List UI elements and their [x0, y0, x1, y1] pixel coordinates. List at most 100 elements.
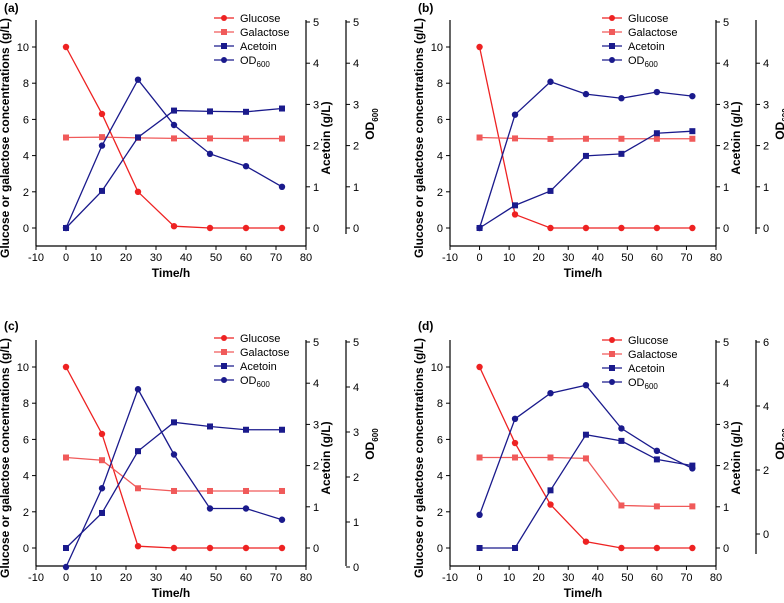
legend-entry: OD600	[240, 375, 270, 389]
legend-marker	[609, 15, 615, 21]
data-point-od600	[582, 382, 590, 389]
y-axis-title-od: OD600	[363, 108, 380, 140]
x-tick-label: 10	[90, 572, 102, 584]
acetoin-tick-label: 1	[313, 182, 319, 194]
data-point-od600	[476, 511, 483, 518]
legend-text: Acetoin	[240, 41, 277, 53]
data-point-galactose	[207, 135, 213, 142]
legend-text: Glucose	[628, 335, 668, 347]
acetoin-tick-label: 5	[723, 17, 729, 29]
legend-entry: Acetoin	[240, 361, 277, 373]
data-point-od600	[653, 88, 661, 96]
left-tick-label: 10	[17, 42, 29, 54]
legend-marker	[221, 57, 227, 63]
left-tick-label: 2	[23, 507, 29, 519]
left-tick-label: 10	[17, 362, 29, 374]
legend-marker	[609, 379, 615, 385]
od-title-sub: 600	[781, 428, 784, 442]
data-point-acetoin	[243, 426, 249, 433]
legend-entry: Galactose	[628, 27, 678, 39]
left-tick-label: 6	[23, 434, 29, 446]
x-tick-label: 50	[210, 572, 222, 584]
data-point-od600	[134, 76, 142, 83]
x-tick-label: 10	[90, 252, 102, 264]
data-point-galactose	[476, 454, 483, 461]
legend-entry: Galactose	[240, 347, 290, 359]
data-point-od600	[653, 447, 661, 454]
od-tick-label: 2	[763, 141, 769, 153]
data-point-galactose	[618, 502, 625, 509]
data-point-glucose	[170, 222, 178, 230]
x-tick-label: 70	[270, 252, 282, 264]
data-point-glucose	[278, 544, 286, 552]
x-tick-label: 40	[592, 252, 604, 264]
legend-text: Galactose	[628, 27, 678, 39]
x-tick-label: 50	[621, 572, 633, 584]
data-point-glucose	[242, 544, 250, 552]
data-point-od600	[547, 390, 554, 397]
x-tick-label: 0	[476, 572, 482, 584]
od-tick-label: 5	[353, 17, 359, 29]
left-tick-label: 4	[437, 471, 443, 483]
legend-text: Acetoin	[628, 363, 665, 375]
panel-label: (b)	[418, 1, 433, 15]
od-tick-label: 3	[763, 99, 769, 111]
data-point-galactose	[243, 135, 249, 142]
data-point-glucose	[653, 224, 661, 232]
data-point-od600	[278, 516, 286, 523]
x-tick-label: 30	[562, 252, 574, 264]
data-point-od600	[206, 505, 214, 512]
left-tick-label: 4	[23, 151, 29, 163]
series-line-galactose	[479, 456, 693, 508]
data-point-acetoin	[99, 187, 105, 194]
data-point-galactose	[512, 454, 519, 461]
data-point-galactose	[689, 503, 696, 510]
acetoin-tick-label: 5	[313, 17, 319, 29]
legend-marker	[221, 349, 227, 355]
panel-c: -10 0 10 20 30 40 50 60 70 800246810012345012345(…	[0, 319, 380, 600]
data-point-od600	[242, 163, 250, 170]
left-tick-label: 2	[437, 507, 443, 519]
acetoin-tick-label: 3	[313, 419, 319, 431]
data-point-galactose	[171, 135, 177, 142]
panel-b: -10 0 10 20 30 40 50 60 70 80024681001234501234(b…	[412, 1, 784, 280]
data-point-acetoin	[547, 487, 554, 494]
legend-marker	[609, 351, 615, 357]
data-point-acetoin	[618, 150, 625, 157]
acetoin-tick-label: 3	[723, 99, 729, 111]
left-tick-label: 6	[437, 114, 443, 126]
data-point-acetoin	[279, 105, 285, 112]
x-tick-label: 0	[63, 572, 69, 584]
legend-text-sub: 600	[645, 382, 659, 391]
y-axis-title-left: Glucose or galactose concentrations (g/L…	[0, 338, 12, 578]
legend-marker	[221, 363, 227, 369]
data-point-od600	[547, 78, 554, 85]
data-point-glucose	[689, 224, 696, 232]
data-point-glucose	[547, 224, 554, 232]
data-point-glucose	[62, 43, 70, 51]
data-point-galactose	[476, 134, 483, 141]
od-tick-label: 0	[763, 223, 769, 235]
data-point-acetoin	[582, 431, 589, 438]
od-title-sub: 600	[781, 108, 784, 122]
data-point-od600	[476, 224, 483, 232]
x-tick-label: 80	[300, 572, 312, 584]
data-point-galactose	[618, 135, 625, 142]
legend-entry: Glucose	[240, 13, 280, 25]
series-line-od600	[65, 387, 283, 568]
legend-marker	[221, 335, 227, 341]
x-tick-label: 50	[621, 252, 633, 264]
data-point-galactose	[135, 485, 141, 492]
legend-marker	[221, 29, 227, 35]
x-tick-label: 20	[533, 252, 545, 264]
od-tick-label: 2	[353, 472, 359, 484]
data-point-galactose	[512, 135, 519, 142]
x-tick-label: 70	[680, 252, 692, 264]
data-point-glucose	[98, 110, 106, 118]
x-tick-label: -10	[28, 572, 44, 584]
y-axis-title-acetoin: Acetoin (g/L)	[729, 101, 743, 174]
data-point-acetoin	[476, 545, 483, 551]
legend-marker	[609, 29, 615, 35]
legend-text: OD	[240, 55, 257, 67]
